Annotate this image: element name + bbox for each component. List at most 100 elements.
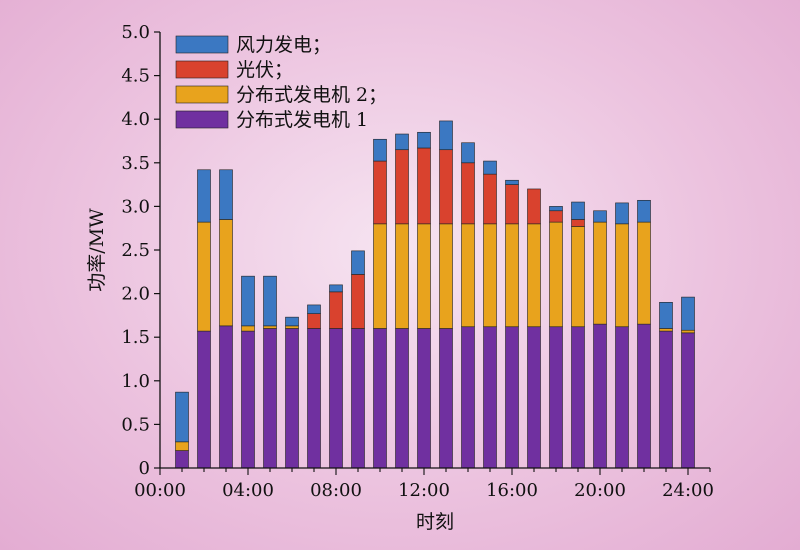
- bar-segment-4-3: [219, 169, 233, 220]
- x-tick-label: 00:00: [134, 480, 186, 501]
- bar-segment-2-19: [571, 226, 585, 328]
- bar-segment-4-14: [461, 142, 475, 164]
- y-tick-label: 0: [139, 458, 150, 479]
- bar-segment-3-13: [439, 149, 453, 225]
- legend-label: 分布式发电机 2；: [236, 84, 387, 106]
- bar-segment-1-16: [505, 326, 519, 469]
- legend-swatch: [175, 35, 229, 54]
- bar-segment-2-15: [483, 223, 497, 328]
- y-tick-label: 4.5: [121, 66, 150, 87]
- bar-segment-4-2: [197, 169, 211, 223]
- bar-segment-4-12: [417, 131, 431, 149]
- bar-segment-1-5: [263, 328, 277, 469]
- bar-segment-1-1: [175, 450, 189, 469]
- bar-segment-1-21: [615, 326, 629, 469]
- bar-segment-4-19: [571, 201, 585, 220]
- x-axis-title: 时刻: [416, 511, 454, 533]
- bar-segment-1-9: [351, 328, 365, 469]
- bar-segment-3-11: [395, 149, 409, 225]
- legend-swatch: [175, 85, 229, 104]
- bar-segment-2-22: [637, 221, 651, 325]
- y-axis-title: 功率/MW: [86, 208, 108, 292]
- bar-segment-1-23: [659, 330, 673, 469]
- bar-segment-3-10: [373, 160, 387, 225]
- bar-segment-4-11: [395, 133, 409, 151]
- bar-segment-2-3: [219, 219, 233, 327]
- x-tick-label: 24:00: [662, 480, 714, 501]
- bar-segment-1-22: [637, 323, 651, 469]
- y-tick-label: 1.0: [121, 371, 150, 392]
- bar-segment-4-8: [329, 284, 343, 293]
- bar-segment-2-16: [505, 223, 519, 328]
- x-tick-label: 04:00: [222, 480, 274, 501]
- bar-segment-4-18: [549, 206, 563, 212]
- bar-segment-2-5: [263, 325, 277, 329]
- bar-segment-3-17: [527, 188, 541, 225]
- y-tick-label: 4.0: [121, 109, 150, 130]
- bar-segment-3-8: [329, 291, 343, 329]
- bar-segment-1-15: [483, 326, 497, 469]
- bar-segment-4-24: [681, 296, 695, 331]
- bar-segment-3-15: [483, 173, 497, 225]
- y-tick-label: 0.5: [121, 414, 150, 435]
- bar-segment-4-7: [307, 304, 321, 314]
- bar-segment-2-4: [241, 325, 255, 332]
- bar-segment-2-10: [373, 223, 387, 329]
- bar-segment-2-2: [197, 221, 211, 332]
- bar-segment-2-13: [439, 223, 453, 329]
- legend-label: 分布式发电机 1: [236, 109, 368, 131]
- bar-segment-4-6: [285, 316, 299, 327]
- bar-segment-1-17: [527, 326, 541, 469]
- x-tick-label: 12:00: [398, 480, 450, 501]
- x-tick-label: 16:00: [486, 480, 538, 501]
- y-tick-label: 5.0: [121, 22, 150, 43]
- bar-segment-1-4: [241, 330, 255, 469]
- y-tick-label: 1.5: [121, 327, 150, 348]
- bar-segment-2-18: [549, 221, 563, 328]
- bar-segment-3-9: [351, 274, 365, 329]
- bar-segment-2-6: [285, 325, 299, 329]
- legend-swatch: [175, 60, 229, 79]
- bar-segment-1-18: [549, 326, 563, 469]
- bar-segment-1-14: [461, 326, 475, 469]
- x-tick-label: 08:00: [310, 480, 362, 501]
- bar-segment-1-3: [219, 325, 233, 469]
- bar-segment-2-1: [175, 441, 189, 451]
- bar-segment-4-1: [175, 391, 189, 443]
- y-tick-label: 3.5: [121, 153, 150, 174]
- bar-segment-1-11: [395, 328, 409, 469]
- bar-segment-3-7: [307, 313, 321, 329]
- bar-segment-2-20: [593, 221, 607, 325]
- bar-segment-3-18: [549, 210, 563, 223]
- legend-label: 光伏；: [236, 59, 293, 81]
- bar-segment-4-10: [373, 138, 387, 162]
- bar-segment-4-15: [483, 160, 497, 175]
- bar-segment-1-2: [197, 330, 211, 469]
- bar-segment-2-21: [615, 223, 629, 328]
- bar-segment-4-16: [505, 179, 519, 185]
- bar-segment-1-12: [417, 328, 431, 469]
- bar-segment-1-10: [373, 328, 387, 469]
- bar-segment-4-9: [351, 250, 365, 275]
- bar-segment-4-4: [241, 275, 255, 327]
- y-tick-label: 2.5: [121, 240, 150, 261]
- bar-segment-4-21: [615, 202, 629, 225]
- y-ticks: 0 0.5 1.0 1.5 2.0 2.5 3.0 3.5 4.0 4.5 5.0: [121, 22, 160, 479]
- x-tick-label: 20:00: [574, 480, 626, 501]
- bar-segment-4-5: [263, 275, 277, 327]
- bar-segment-3-14: [461, 162, 475, 225]
- legend-swatch: [175, 110, 229, 129]
- bar-segment-2-11: [395, 223, 409, 329]
- bar-segment-4-13: [439, 120, 453, 151]
- bar-segment-2-23: [659, 328, 673, 332]
- bar-segment-2-12: [417, 223, 431, 329]
- bar-segment-1-8: [329, 328, 343, 469]
- bar-segment-3-19: [571, 219, 585, 227]
- bar-segment-1-7: [307, 328, 321, 469]
- bar-segment-1-6: [285, 328, 299, 469]
- legend-label: 风力发电；: [236, 34, 331, 56]
- legend: 风力发电； 光伏； 分布式发电机 2； 分布式发电机 1: [175, 34, 387, 131]
- x-ticks: 00:00 04:00 08:00 12:00 16:00 20:00 24:00: [134, 468, 714, 501]
- bar-segment-1-19: [571, 326, 585, 469]
